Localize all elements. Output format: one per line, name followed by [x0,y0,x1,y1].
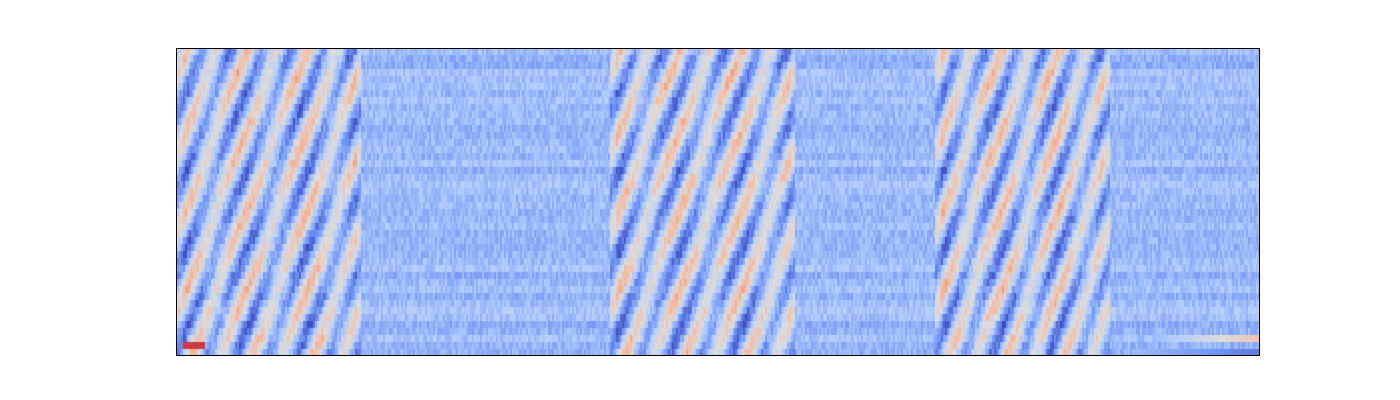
active-segment-3 [935,48,1108,356]
quiet-segment-2 [794,48,935,356]
active-segment-1 [176,48,360,356]
notable-cell-2 [1152,335,1260,342]
notable-cell-1 [181,342,203,349]
notable-cell-3 [1130,349,1260,356]
quiet-segment-3 [1108,48,1260,356]
heatmap-canvas [176,48,1260,356]
active-segment-2 [610,48,794,356]
heatmap-segments-overlay [176,48,1260,356]
heatmap-plot-area [176,48,1260,356]
quiet-segment-1 [360,48,609,356]
